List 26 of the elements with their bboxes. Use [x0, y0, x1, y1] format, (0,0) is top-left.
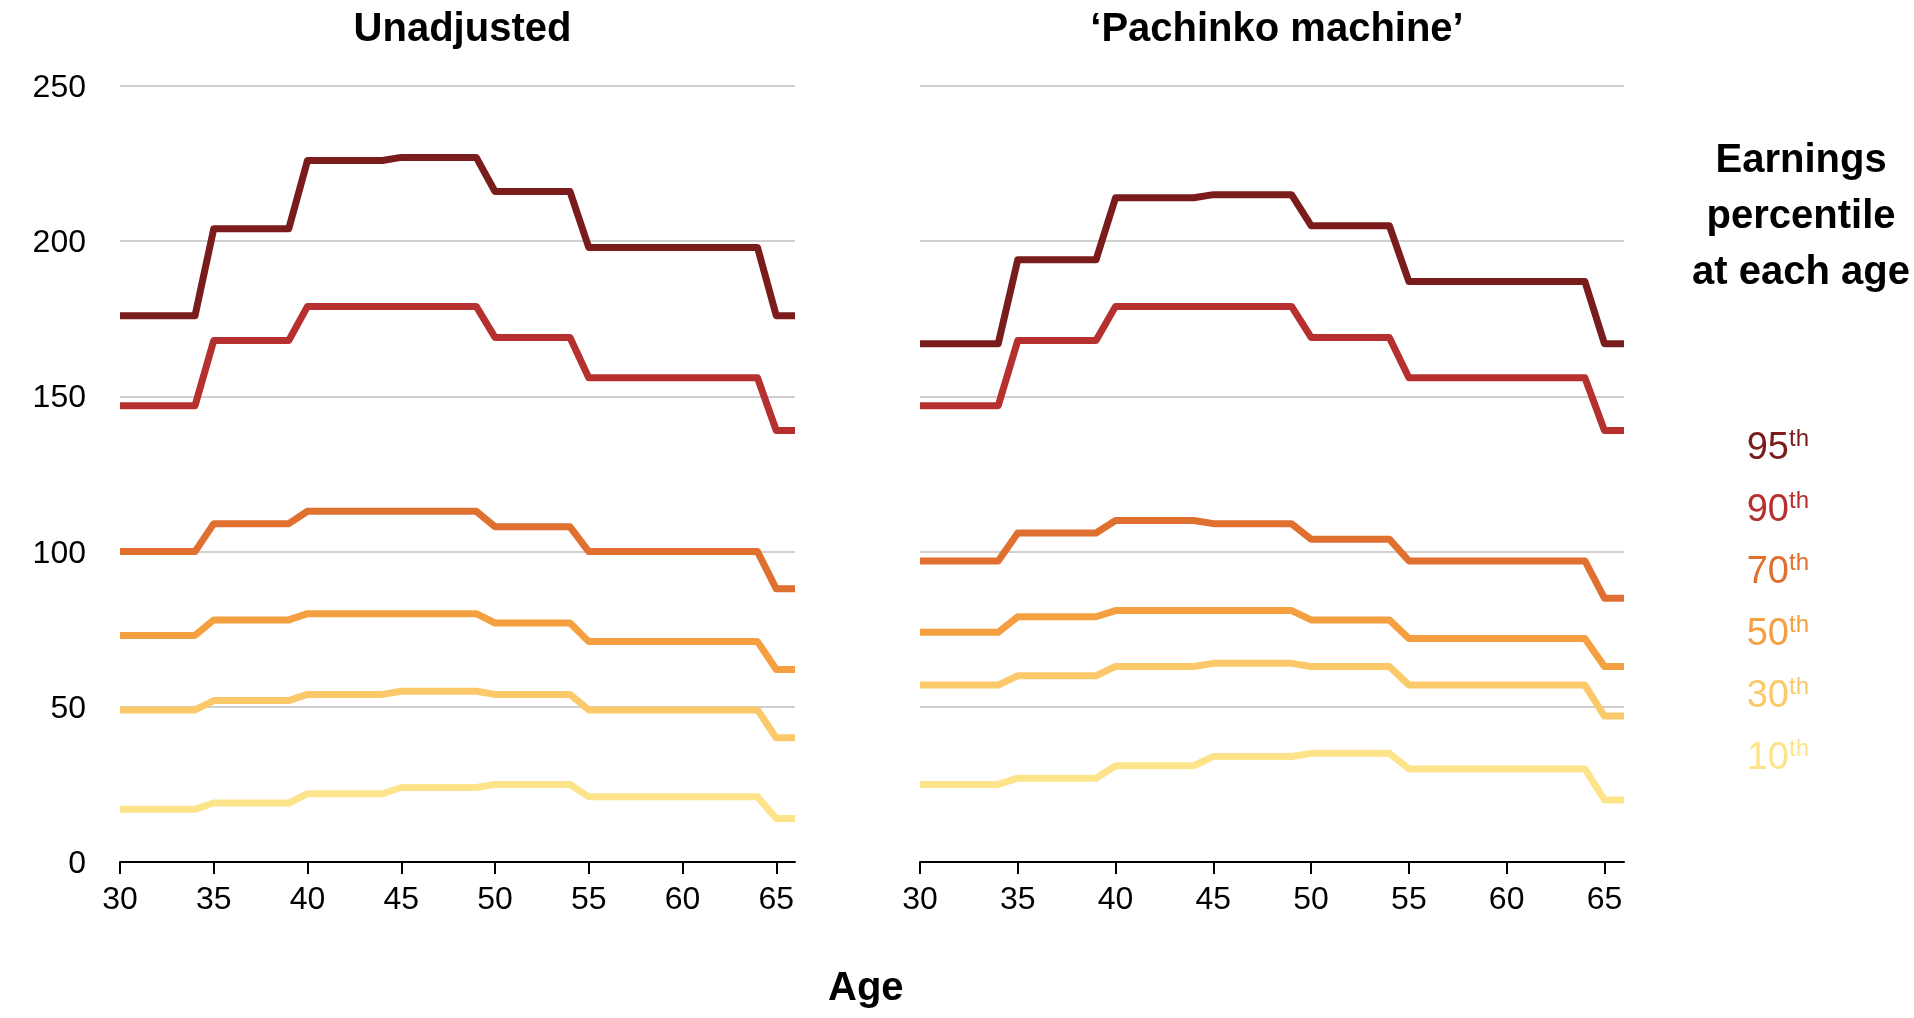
- x-tick-label: 60: [664, 880, 701, 916]
- y-tick-label: 250: [32, 68, 86, 104]
- x-tick-label: 45: [383, 880, 420, 916]
- x-tick-label: 50: [1293, 880, 1329, 916]
- x-axis-title: Age: [827, 964, 904, 1008]
- y-tick-label: 200: [32, 223, 86, 260]
- y-tick-label: 100: [32, 533, 86, 570]
- y-tick-label: 50: [50, 688, 86, 725]
- x-tick-label: 50: [477, 880, 513, 916]
- legend-title: Earnings percentile at each age: [1692, 136, 1910, 292]
- x-tick-label: 40: [289, 880, 326, 916]
- x-tick-label: 35: [999, 880, 1036, 916]
- y-tick-label: 0: [68, 844, 86, 880]
- x-tick-label: 30: [902, 880, 938, 916]
- x-tick-label: 35: [195, 880, 232, 916]
- chart-title: Unadjusted: [353, 5, 572, 49]
- x-tick-label: 40: [1097, 880, 1134, 916]
- x-tick-label: 55: [570, 880, 607, 916]
- x-tick-label: 60: [1488, 880, 1525, 916]
- x-tick-label: 55: [1391, 880, 1427, 916]
- x-tick-label: 65: [758, 880, 795, 916]
- x-tick-label: 65: [1586, 880, 1623, 916]
- x-tick-label: 30: [102, 880, 138, 916]
- y-tick-label: 150: [32, 378, 86, 415]
- chart-title: ‘Pachinko machine’: [1090, 5, 1464, 49]
- x-tick-label: 45: [1195, 880, 1232, 916]
